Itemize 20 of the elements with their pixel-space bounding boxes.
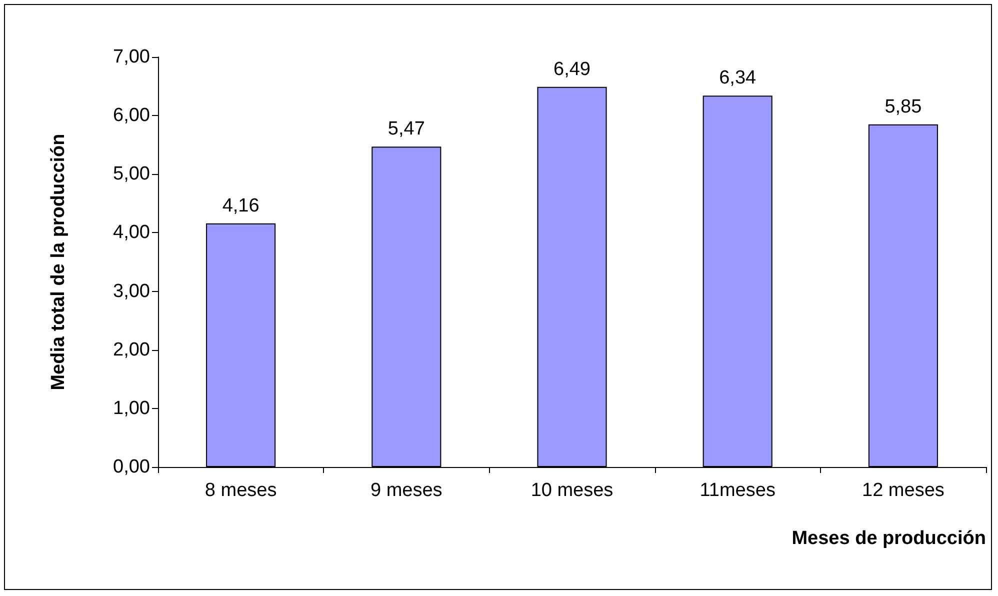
- data-label: 6,34: [719, 68, 757, 89]
- y-tick-label: 3,00: [113, 280, 150, 302]
- data-label: 5,47: [388, 118, 425, 140]
- x-tick-label: 10 meses: [530, 480, 614, 501]
- data-label: 6,49: [554, 58, 590, 80]
- y-tick-label: 0,00: [113, 456, 150, 478]
- x-tick-label: 8 meses: [204, 480, 277, 501]
- data-label: 4,16: [222, 195, 260, 216]
- y-axis-title: Media total de la producción: [48, 134, 69, 390]
- x-tick-label: 9 meses: [370, 480, 442, 501]
- x-tick-label: 12 meses: [862, 480, 944, 501]
- data-label: 5,85: [884, 96, 922, 118]
- y-tick-label: 1,00: [113, 398, 150, 419]
- y-tick-label: 6,00: [113, 105, 150, 126]
- y-tick-label: 7,00: [113, 46, 150, 68]
- x-tick-label: 11meses: [700, 480, 776, 501]
- y-tick-label: 2,00: [113, 339, 150, 360]
- y-tick-label: 4,00: [113, 222, 150, 244]
- x-axis-title: Meses de producción: [792, 528, 986, 549]
- y-tick-label: 5,00: [113, 164, 150, 185]
